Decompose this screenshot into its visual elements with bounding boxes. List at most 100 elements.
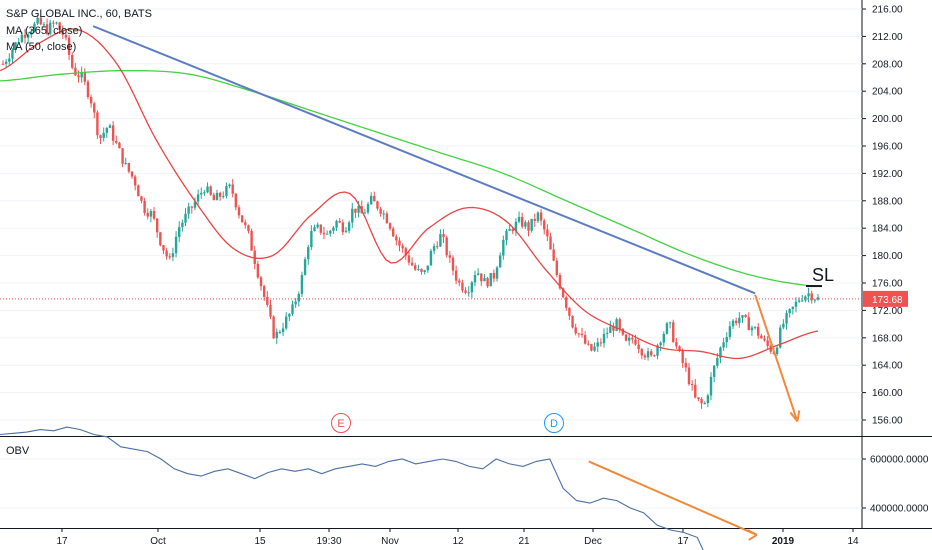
candle-body bbox=[782, 323, 785, 328]
candle-body bbox=[571, 315, 574, 328]
candle-body bbox=[281, 328, 285, 333]
candle-body bbox=[42, 24, 46, 26]
ma-50-line bbox=[0, 28, 819, 360]
candle-body bbox=[17, 42, 20, 44]
last-price-tag: 173.68 bbox=[863, 290, 908, 307]
candle-body bbox=[152, 211, 156, 219]
candle-body bbox=[20, 34, 24, 43]
time-tick-label: 15 bbox=[254, 536, 266, 547]
candle-body bbox=[624, 334, 628, 341]
candle-body bbox=[102, 132, 105, 138]
candle-body bbox=[115, 140, 118, 143]
candle-body bbox=[187, 206, 190, 214]
dividend-marker[interactable]: D bbox=[544, 413, 564, 433]
candle-body bbox=[231, 184, 234, 194]
candle-body bbox=[203, 192, 206, 194]
candle-body bbox=[524, 222, 527, 227]
candle-body bbox=[687, 367, 691, 385]
drawing-marks[interactable]: SL E D bbox=[331, 265, 835, 433]
candle-body bbox=[530, 218, 533, 231]
candle-body bbox=[640, 349, 643, 356]
candle-body bbox=[631, 337, 634, 340]
price-axis[interactable]: 216.00 212.00 208.00 204.00 200.00 196.00 192.… bbox=[862, 5, 903, 427]
time-axis[interactable]: 17 Oct 15 19:30 Nov 12 21 Dec 17 2019 14 bbox=[56, 528, 859, 547]
candle-body bbox=[162, 245, 165, 251]
candle-body bbox=[269, 304, 272, 317]
candle-body bbox=[149, 211, 153, 217]
ma-365-line bbox=[0, 70, 819, 288]
candle-body bbox=[744, 315, 747, 318]
candle-body bbox=[291, 304, 294, 314]
candle-body bbox=[476, 273, 480, 276]
candle-body bbox=[801, 300, 804, 302]
candle-body bbox=[341, 222, 345, 233]
candle-body bbox=[262, 286, 266, 297]
price-tick-label: 208.00 bbox=[872, 59, 903, 70]
symbol-title[interactable]: S&P GLOBAL INC., 60, BATS bbox=[6, 8, 152, 20]
candle-body bbox=[80, 72, 83, 78]
candle-body bbox=[325, 233, 329, 235]
price-tick-label: 188.00 bbox=[872, 196, 903, 207]
obv-legend[interactable]: OBV bbox=[6, 445, 30, 457]
ma-50-legend[interactable]: MA (50, close) bbox=[6, 41, 77, 53]
candle-body bbox=[533, 218, 536, 221]
candle-body bbox=[121, 148, 124, 164]
candle-body bbox=[492, 273, 496, 279]
candle-body bbox=[461, 282, 464, 291]
candle-body bbox=[272, 316, 275, 339]
candle-body bbox=[71, 54, 74, 68]
candle-body bbox=[137, 185, 140, 197]
time-tick-label: 17 bbox=[56, 536, 68, 547]
candle-body bbox=[351, 208, 354, 223]
candle-body bbox=[716, 358, 719, 366]
candle-body bbox=[165, 250, 168, 257]
candle-body bbox=[300, 274, 304, 294]
candle-body bbox=[646, 351, 650, 358]
candle-body bbox=[580, 333, 584, 336]
candle-body bbox=[747, 317, 750, 331]
candle-body bbox=[395, 236, 398, 241]
time-tick-label: 21 bbox=[518, 536, 530, 547]
candle-body bbox=[615, 319, 618, 331]
candle-body bbox=[483, 278, 486, 282]
candle-body bbox=[536, 212, 540, 221]
candle-body bbox=[637, 344, 640, 350]
candle-body bbox=[590, 344, 593, 351]
candle-body bbox=[697, 397, 700, 400]
candle-body bbox=[108, 125, 112, 128]
candle-body bbox=[420, 268, 423, 272]
candle-body bbox=[505, 230, 508, 240]
candle-body bbox=[335, 221, 338, 228]
candle-body bbox=[99, 135, 102, 138]
candle-body bbox=[190, 206, 194, 208]
candle-body bbox=[61, 29, 64, 35]
candle-body bbox=[398, 240, 401, 246]
candle-body bbox=[332, 227, 335, 231]
candle-body bbox=[234, 193, 238, 208]
price-tick-label: 176.00 bbox=[872, 279, 903, 290]
candle-body bbox=[681, 351, 684, 363]
downtrend-line[interactable] bbox=[92, 25, 756, 295]
candle-body bbox=[634, 339, 637, 345]
candle-body bbox=[417, 268, 420, 270]
candle-body bbox=[36, 17, 39, 24]
candle-body bbox=[347, 222, 351, 231]
candle-body bbox=[810, 293, 813, 301]
obv-tick-label: 600000.0000 bbox=[870, 455, 929, 466]
candle-body bbox=[11, 50, 14, 59]
candle-body bbox=[200, 192, 203, 195]
ma-365-legend[interactable]: MA (365, close) bbox=[6, 25, 83, 37]
candle-body bbox=[656, 345, 659, 356]
candle-body bbox=[473, 275, 477, 283]
candle-body bbox=[467, 292, 470, 294]
obv-tick-label: 400000.0000 bbox=[870, 504, 929, 515]
candle-body bbox=[303, 259, 307, 275]
obv-trend-arrow[interactable] bbox=[588, 460, 758, 536]
candle-body bbox=[423, 270, 426, 272]
candle-body bbox=[93, 103, 96, 113]
candle-body bbox=[706, 395, 710, 404]
earnings-marker[interactable]: E bbox=[331, 413, 351, 433]
projection-arrow[interactable] bbox=[754, 294, 799, 422]
